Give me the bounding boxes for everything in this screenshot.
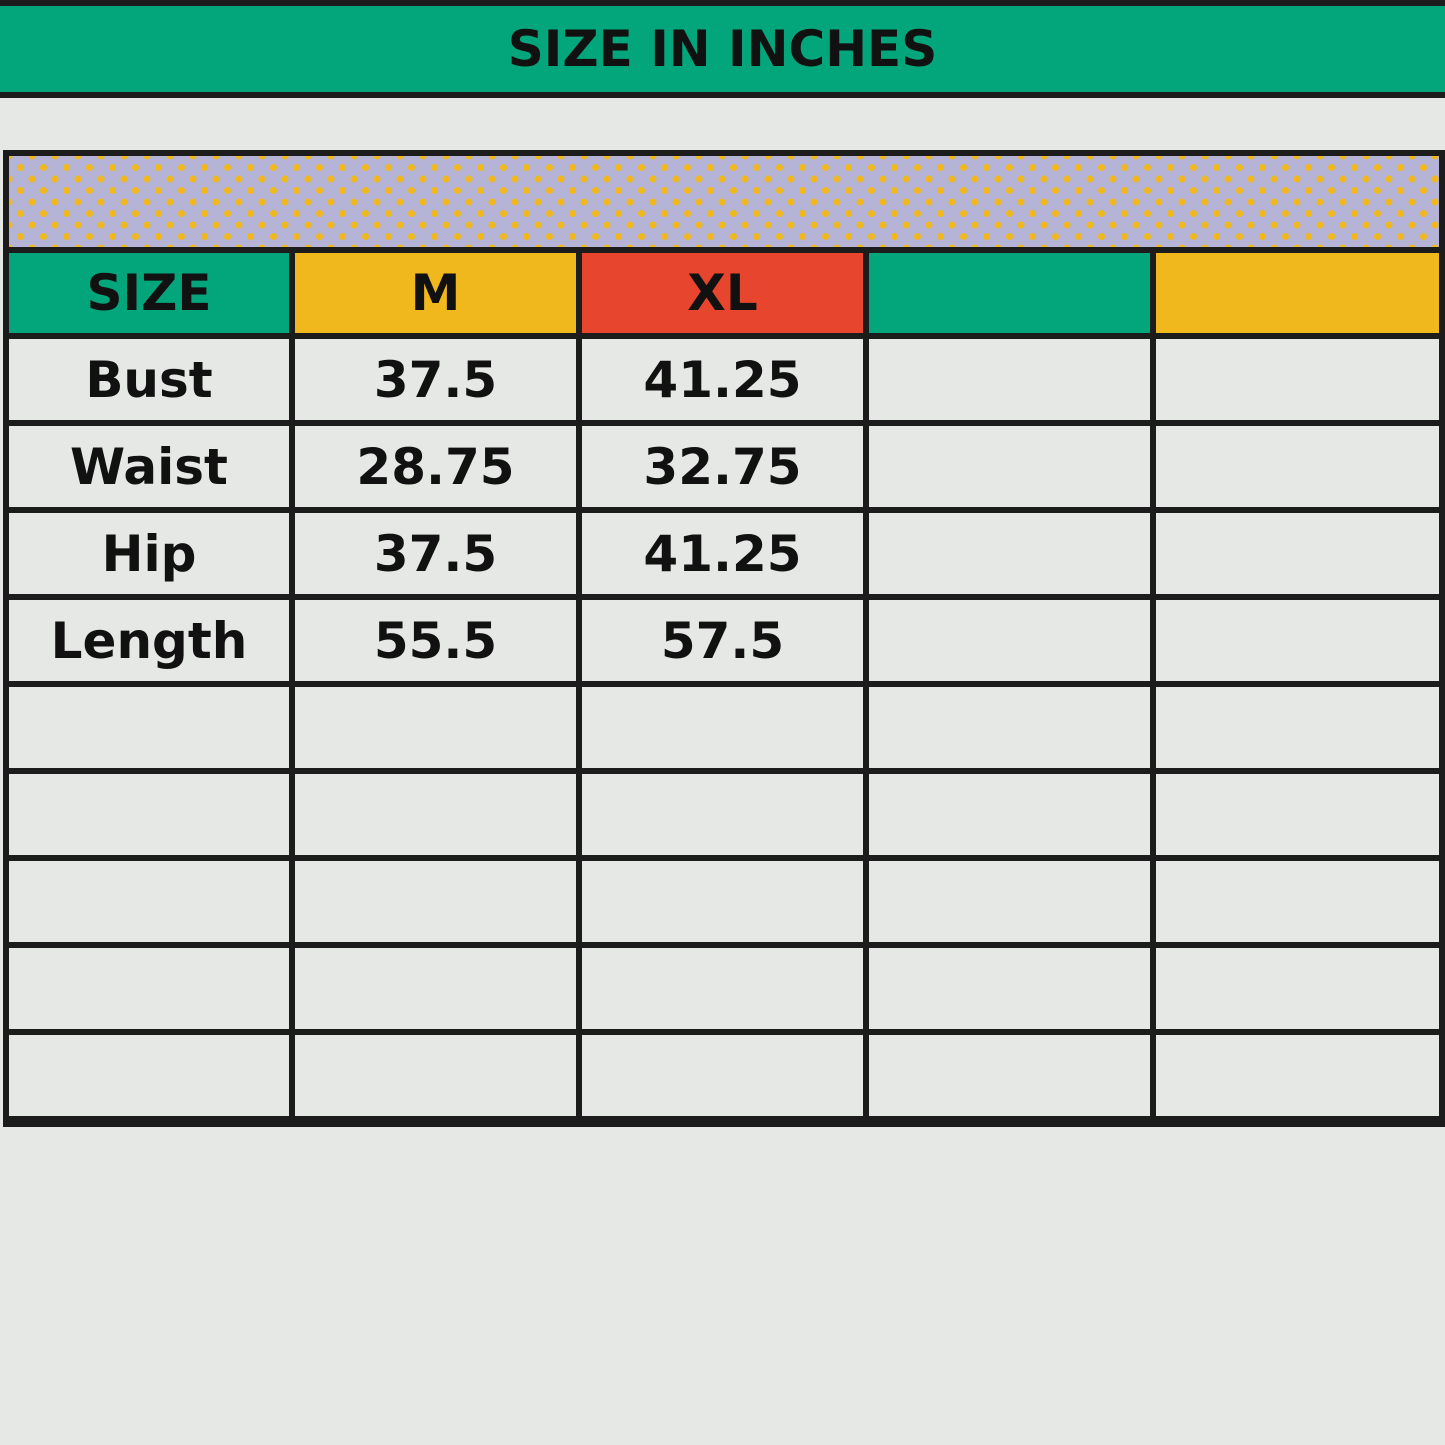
page-title: SIZE IN INCHES <box>507 20 938 78</box>
header-cell: SIZE <box>9 253 289 333</box>
row-label-cell <box>9 774 289 855</box>
table-cell <box>1156 600 1439 681</box>
row-label-cell: Length <box>9 600 289 681</box>
table-cell <box>869 600 1150 681</box>
table-cell: 37.5 <box>295 339 576 420</box>
table-cell <box>869 1035 1150 1116</box>
table-cell <box>869 339 1150 420</box>
table-cell: 57.5 <box>582 600 863 681</box>
table-cell <box>1156 948 1439 1029</box>
table-cell <box>1156 513 1439 594</box>
dotted-pattern-band <box>9 156 1439 247</box>
table-cell <box>582 774 863 855</box>
table-cell <box>1156 774 1439 855</box>
table-cell: 28.75 <box>295 426 576 507</box>
table-cell <box>1156 426 1439 507</box>
table-cell <box>869 948 1150 1029</box>
table-cell <box>869 774 1150 855</box>
row-label-cell <box>9 948 289 1029</box>
table-cell <box>582 948 863 1029</box>
table-cell <box>295 948 576 1029</box>
row-label-cell <box>9 861 289 942</box>
table-cell: 37.5 <box>295 513 576 594</box>
table-cell <box>869 513 1150 594</box>
table-cell <box>1156 687 1439 768</box>
header-cell: M <box>295 253 576 333</box>
table-cell <box>295 861 576 942</box>
table-cell <box>1156 339 1439 420</box>
table-cell: 41.25 <box>582 339 863 420</box>
row-label-cell <box>9 1035 289 1116</box>
header-cell <box>1156 253 1439 333</box>
table-cell <box>1156 1035 1439 1116</box>
table-cell <box>869 861 1150 942</box>
table-cell <box>582 1035 863 1116</box>
row-label-cell: Bust <box>9 339 289 420</box>
row-label-cell: Hip <box>9 513 289 594</box>
table-cell <box>295 774 576 855</box>
table-cell <box>295 1035 576 1116</box>
table-cell <box>869 687 1150 768</box>
title-bar: SIZE IN INCHES <box>0 0 1445 98</box>
table-cell: 55.5 <box>295 600 576 681</box>
table-cell <box>582 861 863 942</box>
header-cell <box>869 253 1150 333</box>
table-cell <box>295 687 576 768</box>
table-cell: 41.25 <box>582 513 863 594</box>
row-label-cell <box>9 687 289 768</box>
header-cell: XL <box>582 253 863 333</box>
row-label-cell: Waist <box>9 426 289 507</box>
table-cell <box>582 687 863 768</box>
size-table: SIZE M XL Bust 37.5 41.25 Waist 28.75 32.75 Hip 37… <box>3 150 1445 1127</box>
table-cell <box>1156 861 1439 942</box>
table-cell: 32.75 <box>582 426 863 507</box>
table-cell <box>869 426 1150 507</box>
